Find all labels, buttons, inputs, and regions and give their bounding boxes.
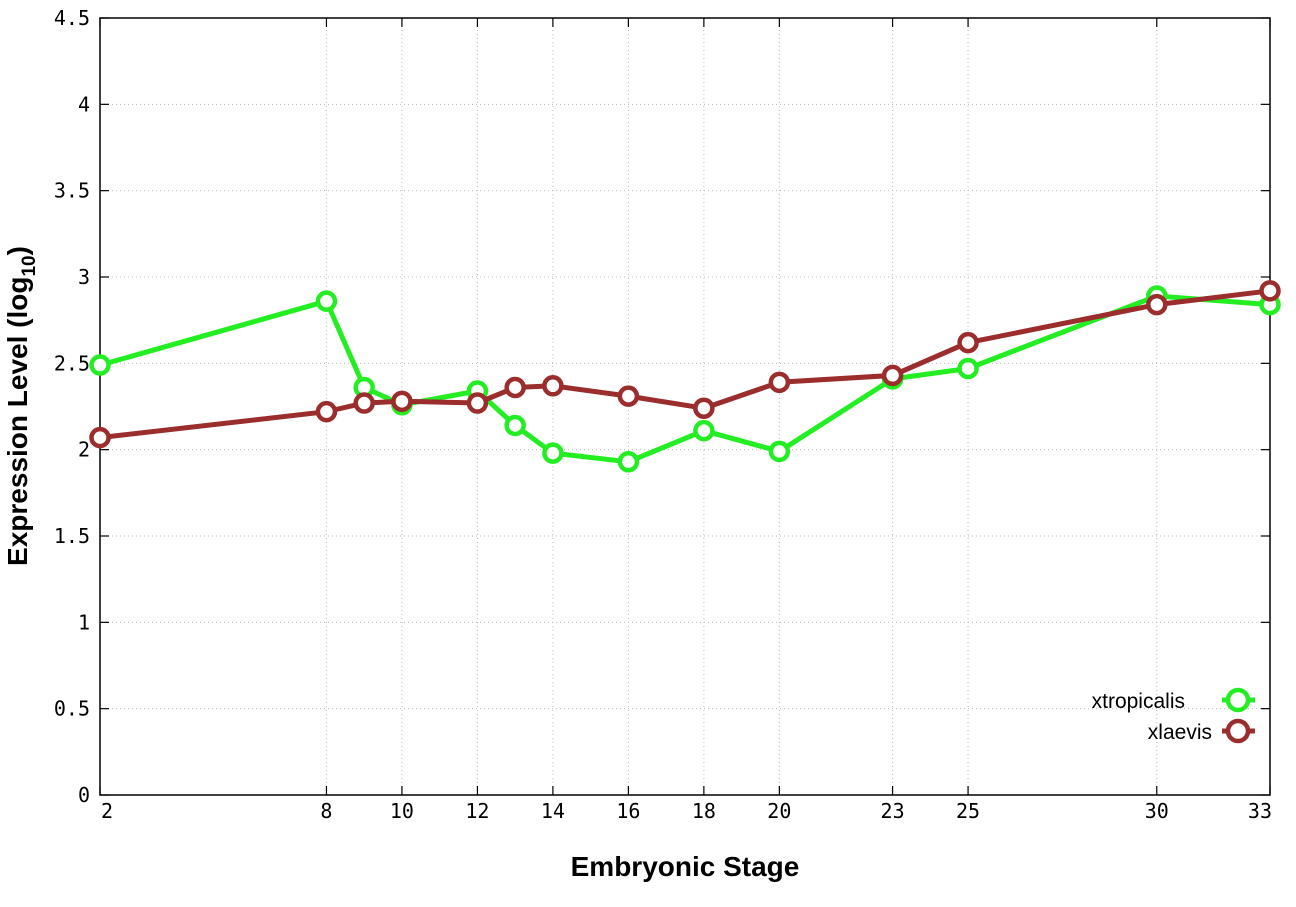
data-point-xlaevis bbox=[881, 364, 904, 387]
data-point-xlaevis bbox=[768, 371, 791, 394]
y-tick-label: 0 bbox=[78, 783, 90, 807]
series-line-xlaevis bbox=[99, 288, 1271, 441]
data-point-xlaevis bbox=[617, 385, 640, 407]
data-point-xlaevis bbox=[542, 375, 564, 397]
legend-marker-xtropicalis bbox=[1225, 687, 1251, 713]
x-tick-label: 10 bbox=[390, 799, 414, 823]
plot-frame bbox=[99, 17, 1271, 796]
data-point-xlaevis bbox=[693, 397, 715, 419]
legend-label-xlaevis: xlaevis bbox=[1148, 721, 1212, 744]
y-tick-label: 3 bbox=[78, 265, 90, 289]
y-axis-title: Expression Level (log10) bbox=[2, 246, 40, 566]
legend-label-xtropicalis: xtropicalis bbox=[1092, 690, 1185, 713]
series-line-xtropicalis bbox=[99, 293, 1271, 465]
x-tick-label: 2 bbox=[101, 799, 113, 823]
data-point-xlaevis bbox=[315, 400, 338, 423]
x-tick-label: 23 bbox=[881, 799, 905, 823]
y-tick-label: 1.5 bbox=[54, 524, 90, 548]
x-tick-label: 30 bbox=[1145, 799, 1169, 823]
y-axis-title-subscript: 10 bbox=[19, 255, 40, 276]
data-point-xtropicalis bbox=[693, 419, 715, 442]
y-tick-label: 1 bbox=[78, 610, 90, 634]
data-point-xlaevis bbox=[957, 331, 979, 354]
data-point-xlaevis bbox=[391, 390, 413, 413]
x-axis-title: Embryonic Stage bbox=[571, 851, 800, 882]
legend: xtropicalis xlaevis bbox=[1092, 687, 1255, 744]
x-tick-label: 14 bbox=[541, 799, 565, 823]
data-point-xlaevis bbox=[1259, 280, 1281, 302]
data-point-xtropicalis bbox=[768, 440, 791, 463]
x-tick-label: 25 bbox=[956, 799, 980, 823]
data-point-xtropicalis bbox=[617, 451, 640, 473]
x-tick-label: 8 bbox=[320, 799, 332, 823]
x-tick-label: 16 bbox=[616, 799, 640, 823]
data-point-xlaevis bbox=[466, 392, 489, 414]
axis-ticks: 0 0.5 1 1.5 2 2.5 3 3.5 4 4.5 2 8 10 12 14 16 18 20 23 25 30… bbox=[54, 6, 1272, 823]
y-tick-label: 3.5 bbox=[54, 179, 90, 203]
data-point-xlaevis bbox=[89, 426, 111, 449]
x-tick-label: 20 bbox=[767, 799, 791, 823]
data-point-xtropicalis bbox=[315, 290, 338, 312]
y-tick-label: 2.5 bbox=[54, 351, 90, 375]
data-point-xtropicalis bbox=[542, 442, 564, 464]
y-axis-title-main: Expression Level (log bbox=[2, 277, 33, 566]
series-lines bbox=[89, 280, 1281, 473]
legend-marker-xlaevis bbox=[1225, 718, 1251, 744]
x-tick-label: 18 bbox=[692, 799, 716, 823]
x-tick-label: 33 bbox=[1248, 799, 1272, 823]
y-axis-title-close: ) bbox=[2, 246, 33, 255]
y-tick-label: 2 bbox=[78, 438, 90, 462]
data-point-xlaevis bbox=[353, 392, 375, 414]
y-tick-label: 4 bbox=[78, 92, 90, 116]
data-point-xtropicalis bbox=[957, 357, 979, 380]
data-point-xtropicalis bbox=[504, 414, 526, 437]
x-tick-label: 12 bbox=[465, 799, 489, 823]
data-point-xlaevis bbox=[504, 376, 526, 399]
y-tick-label: 0.5 bbox=[54, 697, 90, 721]
data-point-xtropicalis bbox=[89, 354, 111, 376]
data-point-xlaevis bbox=[1146, 293, 1168, 316]
y-tick-label: 4.5 bbox=[54, 6, 90, 30]
